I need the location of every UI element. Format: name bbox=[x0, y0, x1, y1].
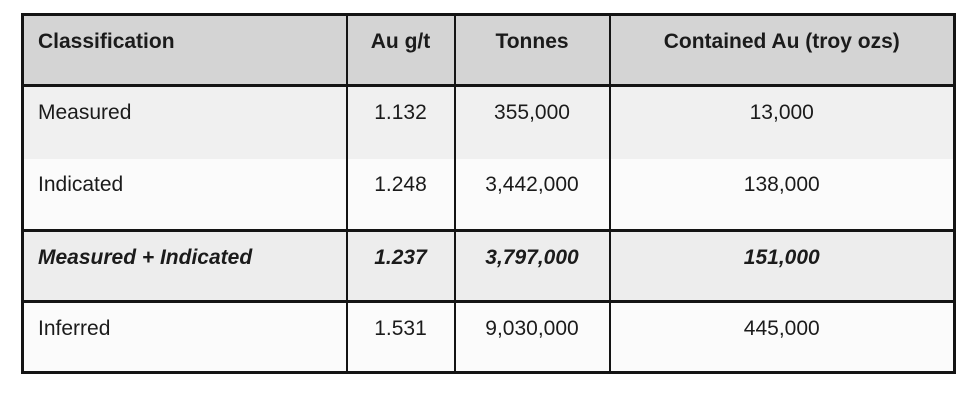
column-header-contained-au: Contained Au (troy ozs) bbox=[608, 14, 955, 87]
cell-tonnes: 3,442,000 bbox=[453, 158, 610, 232]
column-header-classification: Classification bbox=[22, 14, 347, 87]
cell-au-grade: 1.237 bbox=[345, 230, 455, 303]
table-row-measured: Measured 1.132 355,000 13,000 bbox=[22, 85, 955, 159]
cell-classification: Inferred bbox=[38, 317, 111, 340]
table-row-inferred: Inferred 1.531 9,030,000 445,000 bbox=[22, 301, 955, 373]
header-row: Classification Au g/t Tonnes Contained A… bbox=[22, 14, 955, 87]
mineral-resource-table: Classification Au g/t Tonnes Contained A… bbox=[21, 13, 956, 374]
column-header-au-grade: Au g/t bbox=[345, 14, 455, 87]
cell-tonnes: 3,797,000 bbox=[453, 230, 610, 303]
cell-classification: Measured + Indicated bbox=[22, 230, 347, 303]
cell-classification: Measured bbox=[38, 101, 132, 124]
cell-au-grade: 1.248 bbox=[345, 158, 455, 232]
cell-contained-au: 151,000 bbox=[608, 230, 955, 303]
cell-au-grade: 1.132 bbox=[345, 85, 455, 159]
cell-contained-au: 138,000 bbox=[608, 158, 955, 232]
cell-classification: Indicated bbox=[22, 158, 347, 232]
table-row-measured-plus-indicated: Measured + Indicated 1.237 3,797,000 151… bbox=[22, 230, 955, 303]
cell-tonnes: 9,030,000 bbox=[453, 301, 610, 373]
column-header-tonnes: Tonnes bbox=[453, 14, 610, 87]
cell-contained-au: 13,000 bbox=[608, 85, 955, 159]
cell-contained-au: 445,000 bbox=[608, 301, 955, 373]
cell-au-grade: 1.531 bbox=[345, 301, 455, 373]
table-row-indicated: Indicated 1.248 3,442,000 138,000 bbox=[22, 158, 955, 232]
cell-tonnes: 355,000 bbox=[453, 85, 610, 159]
